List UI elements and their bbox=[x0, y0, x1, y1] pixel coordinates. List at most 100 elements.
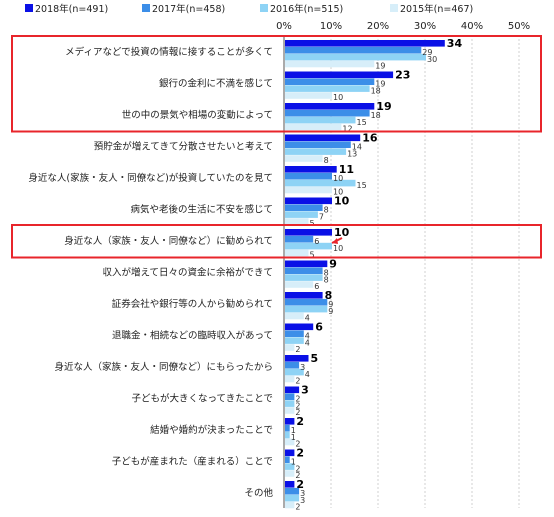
bar-12-3 bbox=[285, 438, 295, 446]
bar-1-1 bbox=[285, 78, 375, 85]
bar-2-2 bbox=[285, 116, 356, 124]
bar-8-2 bbox=[285, 305, 328, 313]
value-label-2-2: 15 bbox=[357, 118, 367, 127]
bar-8-1 bbox=[285, 298, 328, 306]
value-label-5-3: 5 bbox=[310, 219, 315, 228]
legend-swatch-1 bbox=[142, 4, 150, 12]
value-label-3-2: 13 bbox=[347, 149, 357, 158]
value-label-13-3: 2 bbox=[295, 471, 300, 480]
bar-7-1 bbox=[285, 267, 323, 274]
bar-14-3 bbox=[285, 501, 295, 509]
value-label-1-1: 19 bbox=[375, 79, 385, 88]
legend-label-2: 2016年(n=515) bbox=[270, 3, 343, 15]
value-label-14-2: 3 bbox=[300, 496, 305, 505]
value-label-0-0: 34 bbox=[447, 37, 463, 50]
value-label-10-0: 5 bbox=[311, 352, 319, 365]
bar-0-2 bbox=[285, 53, 426, 61]
category-label-7: 収入が増えて日々の資金に余裕ができて bbox=[102, 267, 273, 279]
bar-4-0 bbox=[285, 166, 337, 173]
value-label-6-2: 10 bbox=[333, 244, 343, 253]
category-label-14: その他 bbox=[244, 487, 273, 499]
highlight-box-1 bbox=[11, 224, 542, 259]
bar-10-0 bbox=[285, 355, 309, 362]
bar-13-2 bbox=[285, 463, 295, 470]
value-label-9-0: 6 bbox=[315, 321, 323, 334]
value-label-4-1: 10 bbox=[333, 174, 343, 183]
bar-1-3 bbox=[285, 92, 332, 99]
value-label-8-0: 8 bbox=[325, 289, 333, 302]
bar-11-0 bbox=[285, 386, 300, 394]
category-label-1: 銀行の金利に不満を感じて bbox=[159, 78, 273, 90]
bar-7-2 bbox=[285, 274, 323, 281]
value-label-11-2: 2 bbox=[295, 401, 300, 410]
bar-5-3 bbox=[285, 218, 309, 225]
bar-9-3 bbox=[285, 344, 295, 351]
category-label-10: 身近な人（家族・友人・同僚など）にもらったから bbox=[54, 361, 273, 373]
value-label-9-2: 4 bbox=[305, 338, 310, 347]
bar-7-0 bbox=[285, 260, 328, 268]
bar-6-2 bbox=[285, 242, 332, 250]
value-label-8-1: 9 bbox=[328, 300, 333, 309]
category-label-3: 預貯金が増えてきて分散させたいと考えて bbox=[94, 141, 273, 153]
x-tick-label-2: 20% bbox=[367, 21, 389, 32]
legend-label-1: 2017年(n=458) bbox=[152, 3, 225, 15]
value-label-12-3: 2 bbox=[295, 440, 300, 449]
category-label-8: 証券会社や銀行等の人から勧められて bbox=[112, 298, 273, 310]
value-label-9-3: 2 bbox=[295, 345, 300, 354]
value-label-12-0: 2 bbox=[296, 415, 304, 428]
value-label-10-1: 3 bbox=[300, 363, 305, 372]
value-label-3-0: 16 bbox=[362, 132, 378, 145]
category-label-9: 退職金・相続などの臨時収入があって bbox=[112, 330, 273, 342]
bar-4-2 bbox=[285, 179, 356, 187]
value-label-7-0: 9 bbox=[329, 258, 337, 271]
value-label-9-1: 4 bbox=[305, 331, 310, 340]
category-label-4: 身近な人(家族・友人・同僚など)が投資していたのを見て bbox=[28, 172, 273, 184]
bar-9-2 bbox=[285, 337, 304, 344]
value-label-3-3: 8 bbox=[324, 156, 329, 165]
bar-14-1 bbox=[285, 487, 300, 495]
value-label-14-3: 2 bbox=[295, 503, 300, 512]
legend-swatch-3 bbox=[390, 4, 398, 12]
bar-4-3 bbox=[285, 186, 332, 194]
bar-5-0 bbox=[285, 197, 332, 205]
category-label-5: 病気や老後の生活に不安を感じて bbox=[130, 204, 273, 216]
bar-14-2 bbox=[285, 494, 300, 502]
bar-14-0 bbox=[285, 481, 295, 488]
bar-1-2 bbox=[285, 85, 370, 92]
value-label-14-1: 3 bbox=[300, 489, 305, 498]
value-label-7-2: 8 bbox=[324, 275, 329, 284]
bar-4-1 bbox=[285, 172, 332, 180]
value-label-12-1: 1 bbox=[291, 426, 296, 435]
value-label-13-0: 2 bbox=[296, 447, 304, 460]
bar-5-1 bbox=[285, 204, 323, 211]
bar-0-1 bbox=[285, 46, 422, 54]
x-tick-label-3: 30% bbox=[414, 21, 436, 32]
bar-11-2 bbox=[285, 400, 295, 407]
value-label-11-3: 2 bbox=[295, 408, 300, 417]
value-label-6-1: 6 bbox=[314, 237, 319, 246]
bar-13-0 bbox=[285, 449, 295, 457]
value-label-4-3: 10 bbox=[333, 188, 343, 197]
legend-label-3: 2015年(n=467) bbox=[400, 3, 473, 15]
value-label-5-2: 7 bbox=[319, 212, 324, 221]
bar-10-1 bbox=[285, 361, 300, 369]
value-label-10-3: 2 bbox=[295, 377, 300, 386]
bar-3-0 bbox=[285, 134, 361, 142]
value-label-5-0: 10 bbox=[334, 195, 350, 208]
bar-6-3 bbox=[285, 249, 309, 257]
value-label-3-1: 14 bbox=[352, 142, 362, 151]
bar-2-3 bbox=[285, 123, 342, 131]
bar-3-1 bbox=[285, 141, 351, 148]
bar-8-0 bbox=[285, 292, 323, 299]
value-label-1-3: 10 bbox=[333, 93, 343, 102]
highlight-boxes bbox=[11, 35, 542, 259]
value-label-11-0: 3 bbox=[301, 384, 309, 397]
value-label-4-0: 11 bbox=[339, 163, 354, 176]
bar-11-3 bbox=[285, 407, 295, 414]
category-label-13: 子どもが産まれた（産まれる）ことで bbox=[112, 456, 273, 468]
value-label-2-0: 19 bbox=[376, 100, 391, 113]
bar-7-3 bbox=[285, 281, 314, 288]
legend-swatch-2 bbox=[260, 4, 268, 12]
bars bbox=[285, 40, 445, 509]
